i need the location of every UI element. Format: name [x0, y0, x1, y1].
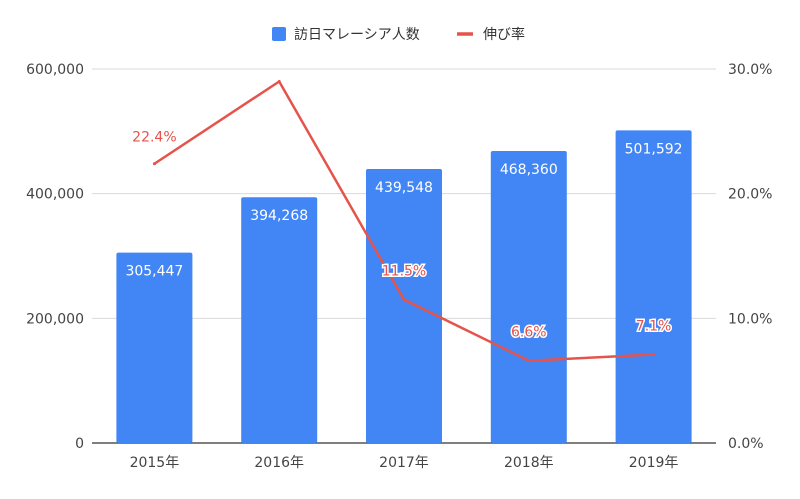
y-right-tick-label: 20.0% [728, 187, 772, 203]
x-tick-label: 2018年 [504, 455, 554, 471]
bar [241, 197, 318, 443]
x-tick-label: 2016年 [254, 455, 304, 471]
y-right-tick-label: 10.0% [728, 311, 772, 327]
x-tick-label: 2019年 [629, 455, 679, 471]
line-series [152, 79, 656, 363]
bar [615, 130, 692, 443]
bar-value-label: 394,268 [250, 208, 308, 224]
y-left-tick-label: 0 [75, 436, 84, 452]
x-tick-label: 2015年 [130, 455, 180, 471]
y-right-tick-label: 0.0% [728, 436, 764, 452]
line-value-label: 7.1% [636, 318, 672, 334]
line-point [402, 298, 406, 302]
y-right-tick-label: 30.0% [728, 62, 772, 78]
legend-line-label: 伸び率 [483, 26, 525, 43]
line-point [277, 79, 281, 83]
data-labels: 305,447 394,268 439,548 468,360 501,592 22.4%… [125, 128, 683, 342]
bar [116, 252, 193, 443]
line-point [527, 359, 531, 363]
line-value-label: 11.5% [382, 264, 426, 280]
x-tick-label: 2017年 [379, 455, 429, 471]
bar [490, 151, 567, 443]
line-point [152, 162, 156, 166]
bar-series [116, 130, 692, 443]
bar-value-label: 439,548 [375, 180, 433, 196]
legend-bar-label: 訪日マレーシア人数 [294, 27, 420, 43]
axes: 0 200,000 400,000 600,000 0.0% 10.0% 20.0% 30.0… [26, 62, 772, 471]
line-value-label: 22.4% [132, 130, 176, 146]
y-left-tick-label: 400,000 [26, 187, 84, 203]
y-left-tick-label: 600,000 [26, 62, 84, 78]
bar-value-label: 305,447 [125, 264, 183, 280]
legend: 訪日マレーシア人数 伸び率 [272, 26, 525, 43]
bar-value-label: 501,592 [625, 141, 683, 157]
line-point [652, 352, 656, 356]
bar-value-label: 468,360 [500, 162, 558, 178]
bar [366, 169, 442, 443]
line-value-label: 6.6% [511, 325, 547, 341]
legend-bar-swatch [272, 27, 286, 41]
y-left-tick-label: 200,000 [26, 311, 84, 327]
